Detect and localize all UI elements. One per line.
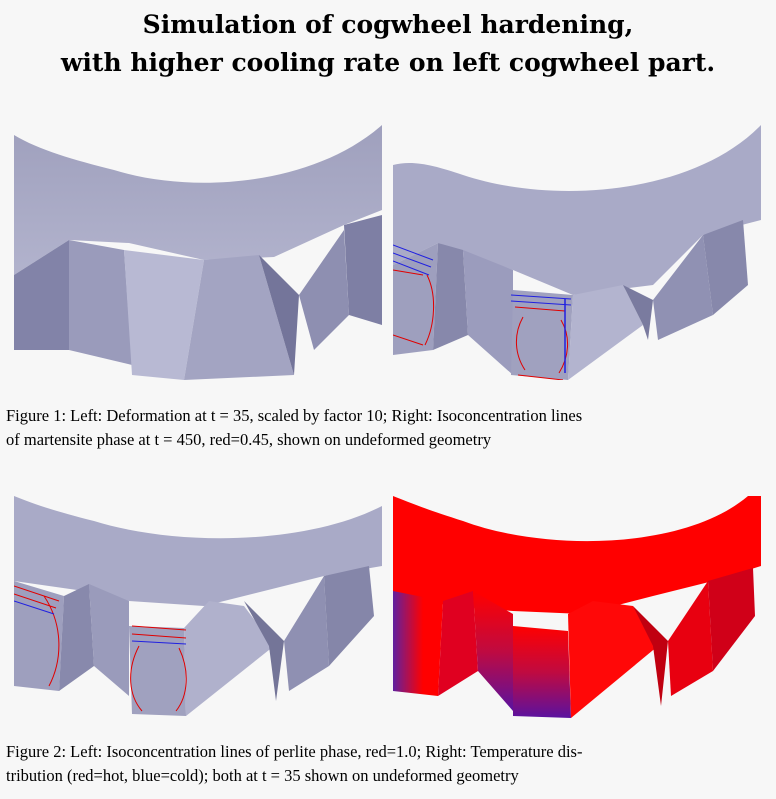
gear-gap <box>463 250 513 375</box>
cogwheel-martensite-render <box>393 125 761 380</box>
gear-tooth-left <box>393 591 443 696</box>
gear-tooth-right <box>668 581 713 696</box>
gear-tooth-right <box>653 235 713 340</box>
figure1-caption: Figure 1: Left: Deformation at t = 35, s… <box>6 404 772 452</box>
gear-top-face <box>393 125 761 295</box>
figure1-caption-line-2: of martensite phase at t = 450, red=0.45… <box>6 430 492 449</box>
gear-shadow <box>244 601 284 701</box>
cogwheel-perlite-render <box>14 496 382 716</box>
gear-shadow <box>633 606 668 706</box>
isoline-blue-center <box>510 294 572 306</box>
figure1-caption-line-1: Figure 1: Left: Deformation at t = 35, s… <box>6 406 583 425</box>
gear-top-face <box>393 496 761 614</box>
gear-tooth-front <box>69 240 132 365</box>
gear-tooth-front <box>511 290 573 380</box>
gear-top-face <box>14 125 382 275</box>
gear-top-face <box>14 496 382 606</box>
page-title: Simulation of cogwheel hardening, with h… <box>0 6 776 82</box>
gear-tooth-top <box>184 601 274 716</box>
gear-gap <box>473 591 513 711</box>
gear-side-right <box>703 220 748 315</box>
isoline-blue-center <box>131 640 187 645</box>
isoline-red-center <box>130 625 187 712</box>
gear-tooth-right <box>284 576 329 691</box>
isoline-red-center <box>514 306 568 380</box>
gear-tooth-shadow <box>259 255 299 375</box>
gear-gap-front <box>124 250 204 380</box>
gear-tooth-left <box>14 581 64 691</box>
gear-tooth-front <box>513 626 571 718</box>
figure2-caption-line-2: tribution (red=hot, blue=cold); both at … <box>6 766 519 785</box>
figure2-caption: Figure 2: Left: Isoconcentration lines o… <box>6 740 772 788</box>
gear-tooth-left <box>393 243 438 355</box>
figure2-left-perlite-image <box>14 496 382 721</box>
figure2-caption-line-1: Figure 2: Left: Isoconcentration lines o… <box>6 742 583 761</box>
title-line-2: with higher cooling rate on left cogwhee… <box>60 48 716 77</box>
gear-side-right <box>708 568 755 671</box>
gear-tooth-top <box>568 285 643 380</box>
gear-tooth-front <box>129 626 186 716</box>
isoline-blue-left <box>14 600 55 615</box>
gear-tooth-top <box>568 601 658 718</box>
cogwheel-temperature-render <box>393 496 761 721</box>
gear-side <box>433 243 468 350</box>
isoline-blue-left <box>393 244 434 276</box>
figure2-right-temperature-image <box>393 496 761 721</box>
title-line-1: Simulation of cogwheel hardening, <box>142 10 634 39</box>
gear-side <box>59 584 94 691</box>
gear-tooth-front-3 <box>299 230 349 350</box>
isoline-red-left <box>14 585 60 687</box>
gear-tooth-right <box>344 215 382 325</box>
cogwheel-deformation-render <box>14 125 382 380</box>
gear-shadow <box>623 285 653 340</box>
gear-side-left <box>14 240 69 350</box>
figure1-right-martensite-image <box>393 125 761 380</box>
isoline-red-left <box>393 269 435 346</box>
gear-side <box>438 591 478 696</box>
gear-side-right <box>324 566 374 666</box>
figure1-left-deformation-image <box>14 125 382 380</box>
gear-gap <box>89 584 129 696</box>
gear-tooth-front-2 <box>184 255 294 380</box>
